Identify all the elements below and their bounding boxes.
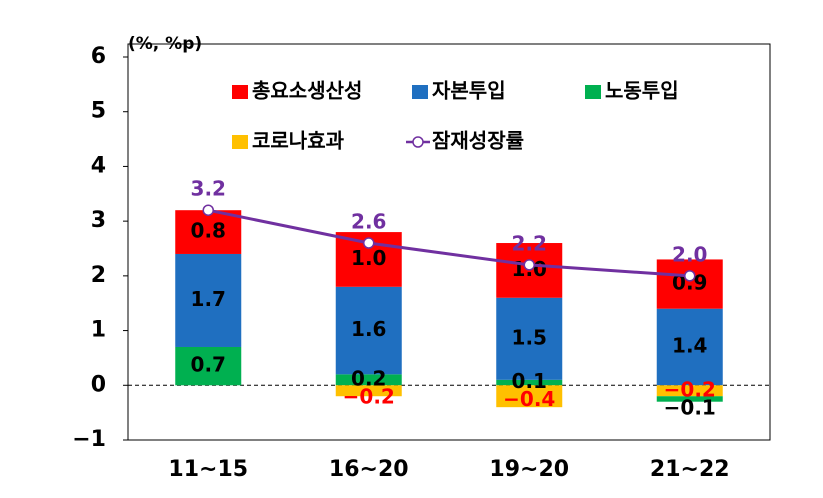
bar-segment [335,374,402,386]
legend-swatch [585,85,601,99]
x-tick-label: 21~22 [650,457,730,482]
line-point [684,270,696,282]
bar-label: 1.0 [351,246,386,270]
bar-segment [496,385,563,408]
legend-swatch [232,85,248,99]
line-label: 2.0 [672,242,707,266]
bar-segment [175,253,242,347]
legend-swatch [232,135,248,149]
y-tick-label: 3 [91,208,106,233]
y-tick-label: 4 [91,153,106,178]
x-tick-label: 11~15 [168,457,248,482]
legend-label: 노동투입 [605,79,679,103]
line-point [363,237,375,249]
y-tick-label: 5 [91,99,106,124]
y-axis-unit: (%, %p) [128,34,202,54]
bar-label: 1.4 [672,333,707,357]
legend-swatch [412,85,428,99]
line-label: 2.6 [351,210,386,234]
line [207,208,690,278]
bar-segment [175,210,242,254]
y-tick-label: 2 [91,263,106,288]
bar-label: −0.4 [503,387,555,411]
bar-label: 0.7 [191,353,226,377]
y-tick-label: 6 [91,44,106,69]
bar-segment [656,259,723,309]
line-point [523,259,535,271]
y-tick-label: 0 [91,372,106,397]
bar-label: 1.7 [191,287,226,311]
bar-segment [656,396,723,402]
bar-label: 0.1 [512,369,547,393]
bar-segment [496,379,563,386]
bar-label: −0.2 [664,377,716,401]
line-label: 3.2 [191,177,226,201]
plot-frame [127,43,771,441]
legend-label: 잠재성장률 [432,129,524,153]
x-tick-label: 19~20 [489,457,569,482]
legend-label: 코로나효과 [252,129,345,153]
y-tick-label: −1 [72,427,106,452]
bar-label: 1.5 [512,325,547,349]
bar-label: 0.2 [351,366,386,390]
bar-segment [496,297,563,380]
y-tick-label: 1 [91,318,106,343]
bar-segment [335,286,402,375]
bar-segment [656,385,723,397]
bar-label: 1.6 [351,317,386,341]
x-tick-label: 16~20 [329,457,409,482]
line-label: 2.2 [512,231,547,255]
bar-label: −0.2 [343,384,395,408]
bar-label: 0.8 [191,219,226,243]
bar-segment [175,346,242,386]
bar-segment [656,308,723,386]
legend-marker [412,136,424,148]
bar-label: −0.1 [664,395,716,419]
line-point [202,204,214,216]
legend-label: 총요소생산성 [252,79,362,103]
legend-label: 자본투입 [432,79,506,103]
bar-segment [335,385,402,397]
